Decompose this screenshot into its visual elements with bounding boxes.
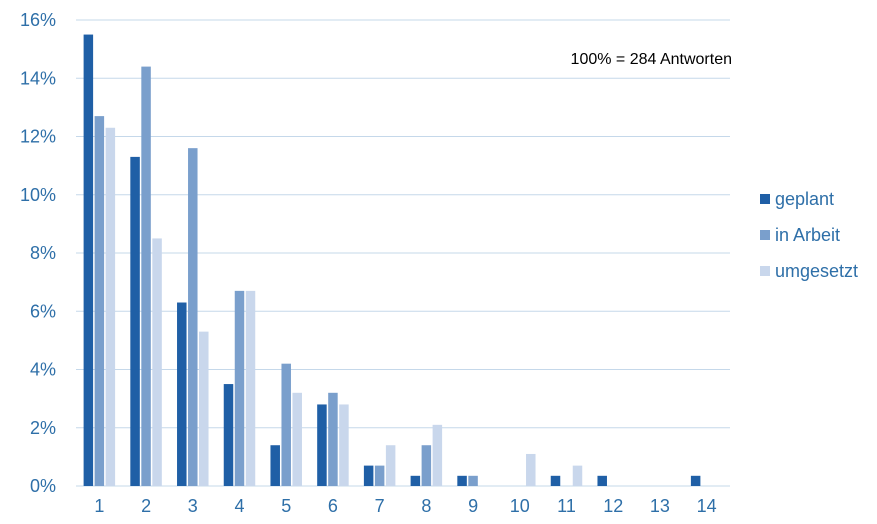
y-tick-label: 16% — [20, 10, 56, 30]
bar-geplant-4 — [223, 384, 234, 486]
bar-in-arbeit-7 — [374, 465, 385, 486]
bar-geplant-7 — [363, 465, 374, 486]
legend-label: umgesetzt — [775, 261, 858, 281]
x-tick-label: 5 — [281, 496, 291, 516]
bar-geplant-12 — [597, 475, 607, 486]
bar-umgesetzt-4 — [245, 290, 256, 486]
bar-geplant-6 — [317, 404, 327, 486]
x-axis-tick-labels: 1 2 3 4 5 6 7 8 9 10 11 12 13 14 — [94, 496, 716, 516]
y-tick-label: 6% — [30, 301, 56, 321]
legend-swatch — [760, 266, 770, 276]
x-tick-label: 4 — [234, 496, 244, 516]
chart-annotation: 100% = 284 Antworten — [571, 51, 732, 68]
legend: geplant in Arbeit umgesetzt — [760, 189, 858, 281]
bar-in-arbeit-3 — [188, 148, 198, 486]
bar-umgesetzt-7 — [385, 445, 396, 486]
bar-in-arbeit-8 — [421, 445, 432, 486]
bar-in-arbeit-5 — [281, 363, 291, 486]
bar-geplant-9 — [457, 475, 467, 486]
x-tick-label: 12 — [603, 496, 623, 516]
legend-swatch — [760, 230, 770, 240]
x-tick-label: 14 — [697, 496, 717, 516]
bar-umgesetzt-2 — [152, 238, 162, 486]
bar-geplant-2 — [130, 156, 140, 486]
x-tick-label: 1 — [94, 496, 104, 516]
bar-umgesetzt-5 — [292, 392, 302, 486]
bar-in-arbeit-6 — [328, 392, 338, 486]
legend-swatch — [760, 194, 770, 204]
bar-umgesetzt-10 — [526, 453, 536, 486]
legend-label: in Arbeit — [775, 225, 840, 245]
bar-geplant-14 — [690, 475, 701, 486]
x-tick-label: 3 — [188, 496, 198, 516]
bar-geplant-3 — [177, 302, 187, 486]
bar-geplant-11 — [550, 475, 561, 486]
bar-umgesetzt-8 — [432, 424, 443, 486]
bar-in-arbeit-1 — [94, 116, 105, 487]
x-tick-label: 8 — [421, 496, 431, 516]
x-tick-label: 11 — [557, 496, 576, 516]
y-axis-tick-labels: 0% 2% 4% 6% 8% 10% 12% 14% 16% — [20, 10, 56, 496]
y-tick-label: 10% — [20, 185, 56, 205]
x-tick-label: 6 — [328, 496, 338, 516]
y-tick-label: 12% — [20, 127, 56, 147]
x-tick-label: 7 — [375, 496, 385, 516]
bars — [83, 34, 701, 487]
y-tick-label: 2% — [30, 418, 56, 438]
bar-in-arbeit-9 — [468, 475, 478, 486]
bar-in-arbeit-4 — [234, 290, 245, 486]
bar-umgesetzt-11 — [572, 465, 583, 486]
bar-in-arbeit-2 — [141, 66, 151, 486]
bar-geplant-5 — [270, 445, 280, 486]
y-tick-label: 4% — [30, 360, 56, 380]
x-tick-label: 13 — [650, 496, 670, 516]
y-tick-label: 14% — [20, 68, 56, 88]
x-tick-label: 10 — [510, 496, 530, 516]
x-tick-label: 2 — [141, 496, 151, 516]
y-tick-label: 8% — [30, 243, 56, 263]
bar-geplant-8 — [410, 475, 421, 486]
bar-geplant-1 — [83, 34, 94, 486]
gridlines — [76, 19, 730, 487]
x-tick-label: 9 — [468, 496, 478, 516]
y-tick-label: 0% — [30, 476, 56, 496]
bar-umgesetzt-3 — [199, 331, 209, 486]
bar-umgesetzt-6 — [339, 404, 349, 486]
bar-umgesetzt-1 — [105, 127, 116, 486]
legend-label: geplant — [775, 189, 834, 209]
